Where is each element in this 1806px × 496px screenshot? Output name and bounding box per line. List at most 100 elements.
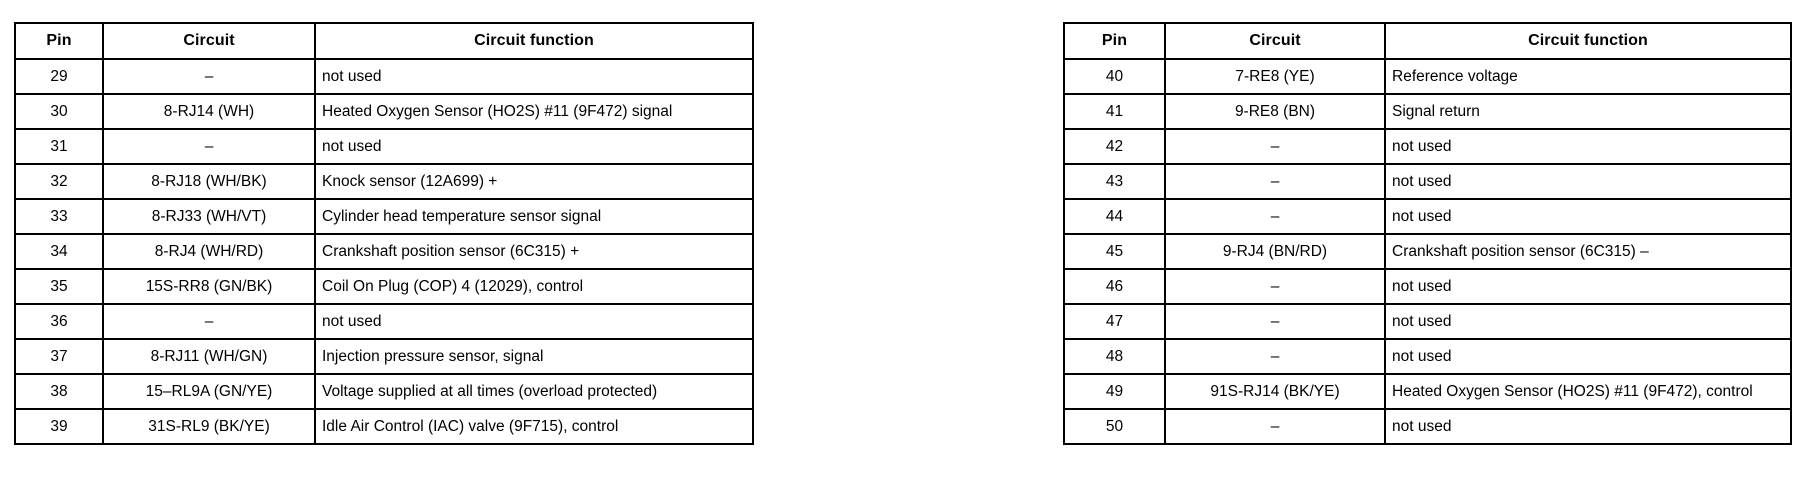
cell-pin: 43 <box>1063 163 1166 200</box>
cell-pin: 30 <box>14 93 104 130</box>
table-row: 35 15S-RR8 (GN/BK) Coil On Plug (COP) 4 (1… <box>14 268 754 305</box>
cell-circuit: 8-RJ33 (WH/VT) <box>102 198 316 235</box>
cell-circuit-function: Crankshaft position sensor (6C315) – <box>1384 233 1792 270</box>
table-row: 48– not used <box>1063 338 1792 375</box>
cell-pin: 41 <box>1063 93 1166 130</box>
cell-pin: 48 <box>1063 338 1166 375</box>
cell-pin: 39 <box>14 408 104 445</box>
table-row: 50– not used <box>1063 408 1792 445</box>
cell-circuit: – <box>1164 408 1386 445</box>
table-row: 43– not used <box>1063 163 1792 200</box>
cell-circuit: 91S-RJ14 (BK/YE) <box>1164 373 1386 410</box>
table-row: 46– not used <box>1063 268 1792 305</box>
cell-circuit: 31S-RL9 (BK/YE) <box>102 408 316 445</box>
table-row: 42– not used <box>1063 128 1792 165</box>
cell-circuit: 7-RE8 (YE) <box>1164 58 1386 95</box>
table-row: 31– not used <box>14 128 754 165</box>
cell-pin: 31 <box>14 128 104 165</box>
header-row: Pin Circuit Circuit function <box>1063 22 1792 60</box>
table-row: 36– not used <box>14 303 754 340</box>
cell-pin: 34 <box>14 233 104 270</box>
cell-circuit-function: Coil On Plug (COP) 4 (12029), control <box>314 268 754 305</box>
cell-circuit-function: not used <box>314 58 754 95</box>
cell-circuit-function: Injection pressure sensor, signal <box>314 338 754 375</box>
pin-table-left-body: 29– not used 30 8-RJ14 (WH) Heated Oxygen Se… <box>14 58 754 445</box>
cell-circuit-function: Cylinder head temperature sensor signal <box>314 198 754 235</box>
table-row: 37 8-RJ11 (WH/GN) Injection pressure senso… <box>14 338 754 375</box>
cell-circuit-function: not used <box>1384 338 1792 375</box>
cell-circuit-function: Heated Oxygen Sensor (HO2S) #11 (9F472),… <box>1384 373 1792 410</box>
cell-circuit: – <box>1164 163 1386 200</box>
pin-table-left-container: Pin Circuit Circuit function 29– not used… <box>14 22 754 445</box>
pin-table-left: Pin Circuit Circuit function 29– not used… <box>14 22 754 445</box>
cell-pin: 42 <box>1063 128 1166 165</box>
table-row: 33 8-RJ33 (WH/VT) Cylinder head temperatur… <box>14 198 754 235</box>
pin-table-right-body: 40 7-RE8 (YE) Reference voltage 41 9-RE8 (BN… <box>1063 58 1792 445</box>
cell-circuit-function: not used <box>1384 408 1792 445</box>
cell-pin: 46 <box>1063 268 1166 305</box>
cell-pin: 45 <box>1063 233 1166 270</box>
cell-pin: 32 <box>14 163 104 200</box>
cell-pin: 35 <box>14 268 104 305</box>
cell-circuit: 8-RJ14 (WH) <box>102 93 316 130</box>
table-row: 34 8-RJ4 (WH/RD) Crankshaft position senso… <box>14 233 754 270</box>
cell-pin: 38 <box>14 373 104 410</box>
cell-pin: 49 <box>1063 373 1166 410</box>
cell-circuit: – <box>1164 268 1386 305</box>
cell-circuit: – <box>1164 198 1386 235</box>
cell-circuit: – <box>1164 338 1386 375</box>
table-row: 30 8-RJ14 (WH) Heated Oxygen Sensor (HO2S)… <box>14 93 754 130</box>
cell-circuit: 15–RL9A (GN/YE) <box>102 373 316 410</box>
cell-circuit: – <box>1164 128 1386 165</box>
cell-pin: 36 <box>14 303 104 340</box>
table-row: 49 91S-RJ14 (BK/YE) Heated Oxygen Sensor (… <box>1063 373 1792 410</box>
cell-circuit-function: Voltage supplied at all times (overload … <box>314 373 754 410</box>
table-row: 29– not used <box>14 58 754 95</box>
cell-circuit: – <box>102 303 316 340</box>
table-row: 45 9-RJ4 (BN/RD) Crankshaft position senso… <box>1063 233 1792 270</box>
cell-circuit-function: Crankshaft position sensor (6C315) + <box>314 233 754 270</box>
cell-circuit: 8-RJ4 (WH/RD) <box>102 233 316 270</box>
cell-circuit-function: not used <box>1384 268 1792 305</box>
table-row: 47– not used <box>1063 303 1792 340</box>
cell-circuit-function: Idle Air Control (IAC) valve (9F715), co… <box>314 408 754 445</box>
cell-pin: 44 <box>1063 198 1166 235</box>
cell-circuit-function: not used <box>1384 163 1792 200</box>
header-circuit: Circuit <box>1164 22 1386 60</box>
cell-pin: 33 <box>14 198 104 235</box>
cell-circuit-function: not used <box>1384 198 1792 235</box>
cell-circuit-function: Reference voltage <box>1384 58 1792 95</box>
pin-table-right-container: Pin Circuit Circuit function 40 7-RE8 (YE… <box>1063 22 1792 445</box>
cell-circuit-function: Signal return <box>1384 93 1792 130</box>
cell-circuit: 8-RJ11 (WH/GN) <box>102 338 316 375</box>
cell-circuit-function: not used <box>1384 303 1792 340</box>
cell-circuit: – <box>102 58 316 95</box>
table-row: 44– not used <box>1063 198 1792 235</box>
header-circuit-function: Circuit function <box>314 22 754 60</box>
cell-circuit-function: not used <box>314 303 754 340</box>
table-row: 41 9-RE8 (BN) Signal return <box>1063 93 1792 130</box>
cell-circuit: 9-RJ4 (BN/RD) <box>1164 233 1386 270</box>
cell-circuit: 8-RJ18 (WH/BK) <box>102 163 316 200</box>
pin-table-right-header: Pin Circuit Circuit function <box>1063 22 1792 60</box>
header-circuit-function: Circuit function <box>1384 22 1792 60</box>
header-pin: Pin <box>1063 22 1166 60</box>
cell-pin: 37 <box>14 338 104 375</box>
cell-circuit-function: Heated Oxygen Sensor (HO2S) #11 (9F472) … <box>314 93 754 130</box>
cell-pin: 47 <box>1063 303 1166 340</box>
cell-circuit-function: not used <box>1384 128 1792 165</box>
cell-pin: 50 <box>1063 408 1166 445</box>
cell-circuit: – <box>1164 303 1386 340</box>
cell-pin: 40 <box>1063 58 1166 95</box>
cell-circuit: 15S-RR8 (GN/BK) <box>102 268 316 305</box>
header-row: Pin Circuit Circuit function <box>14 22 754 60</box>
cell-circuit: 9-RE8 (BN) <box>1164 93 1386 130</box>
table-row: 40 7-RE8 (YE) Reference voltage <box>1063 58 1792 95</box>
cell-pin: 29 <box>14 58 104 95</box>
pin-table-left-header: Pin Circuit Circuit function <box>14 22 754 60</box>
pin-table-right: Pin Circuit Circuit function 40 7-RE8 (YE… <box>1063 22 1792 445</box>
header-pin: Pin <box>14 22 104 60</box>
table-row: 38 15–RL9A (GN/YE) Voltage supplied at all… <box>14 373 754 410</box>
table-row: 39 31S-RL9 (BK/YE) Idle Air Control (IAC) … <box>14 408 754 445</box>
